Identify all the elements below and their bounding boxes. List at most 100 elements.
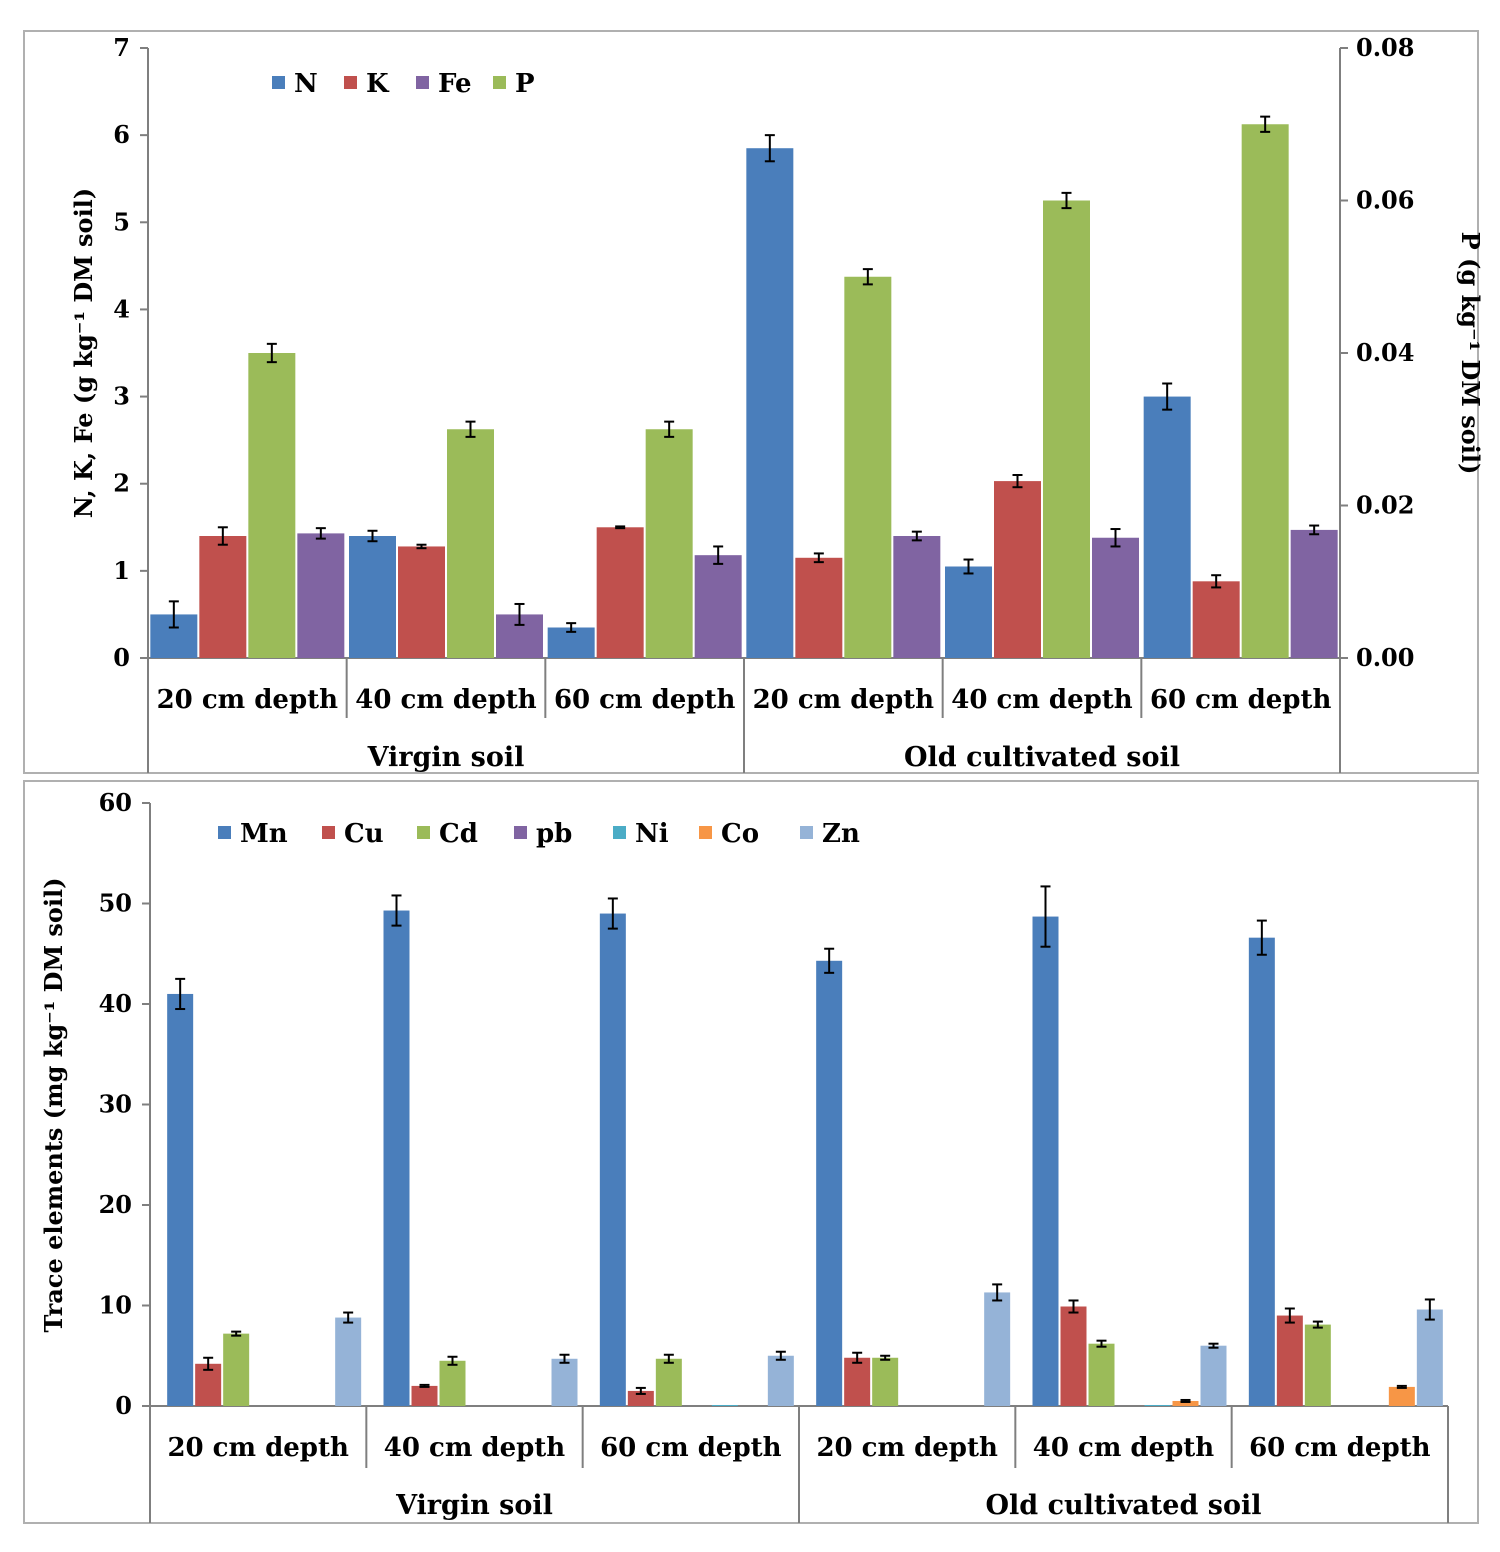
top-chart: 0 1 2 3 4 5 6 7 0.00 0.02 0.04 0.06 0.08 20 cm depth 4… [69, 33, 1485, 773]
bar-P [447, 429, 494, 658]
legend-swatch-P [493, 76, 506, 89]
legend-label-Fe: Fe [438, 69, 472, 99]
legend-swatch-Cd [417, 826, 430, 839]
bar-K [398, 546, 445, 658]
y-right-tick-label: 0.02 [1356, 491, 1414, 520]
bar-Zn [767, 1355, 794, 1406]
bar-Co [1388, 1386, 1415, 1406]
bar-Mn [1248, 937, 1275, 1406]
legend-label-K: K [366, 69, 390, 99]
legend-swatch-Ni [613, 826, 626, 839]
panel-top-frame [23, 30, 1479, 774]
bar-Cu [1060, 1306, 1087, 1406]
x-category-label: 20 cm depth [167, 1433, 349, 1463]
bar-Fe [893, 536, 941, 658]
panel-bottom-frame [23, 780, 1479, 1524]
bottom-chart: 0 10 20 30 40 50 60 20 cm depth 40 cm depth 60 cm… [39, 788, 1449, 1523]
x-category-label: 40 cm depth [951, 685, 1133, 715]
bar-Mn [816, 960, 843, 1406]
x-category-label: 20 cm depth [157, 685, 339, 715]
x-category-label: 20 cm depth [753, 685, 935, 715]
bar-Cd [872, 1357, 899, 1406]
legend-label-Zn: Zn [822, 819, 860, 849]
bar-Cd [1088, 1343, 1115, 1406]
legend-label-N: N [294, 69, 318, 99]
x-group-label: Virgin soil [367, 742, 525, 773]
bar-Mn [383, 910, 410, 1406]
bar-N [1143, 396, 1191, 658]
legend-label-Cu: Cu [344, 819, 384, 849]
bar-K [795, 557, 843, 658]
bar-Zn [1416, 1309, 1443, 1406]
x-category-label: 20 cm depth [816, 1433, 998, 1463]
y-left-tick-label: 5 [113, 207, 130, 236]
y-left-tick-label: 2 [113, 469, 130, 498]
y-axis-right-title: P (g kg⁻¹ DM soil) [1456, 232, 1485, 475]
y-right-tick-label: 0.00 [1356, 643, 1414, 672]
legend-swatch-N [272, 76, 285, 89]
x-group-label: Old cultivated soil [986, 1490, 1262, 1521]
y-tick-label: 10 [99, 1291, 132, 1320]
legend-swatch-Zn [800, 826, 813, 839]
x-category-label: 40 cm depth [384, 1433, 566, 1463]
y-left-tick-label: 3 [113, 382, 130, 411]
x-category-label: 40 cm depth [1033, 1433, 1215, 1463]
y-tick-label: 20 [99, 1190, 132, 1219]
y-left-tick-label: 6 [113, 120, 130, 149]
bar-Cd [1304, 1324, 1331, 1406]
bar-K [199, 536, 247, 658]
bar-Ni [711, 1404, 738, 1406]
bar-Fe [1092, 537, 1139, 658]
bar-Zn [551, 1358, 578, 1406]
bar-K [1192, 581, 1240, 658]
bar-P [844, 276, 892, 658]
bar-Mn [599, 913, 626, 1406]
x-category-label: 60 cm depth [1150, 685, 1332, 715]
legend-swatch-pb [514, 826, 527, 839]
bar-Cu [195, 1363, 222, 1406]
legend-label-pb: pb [536, 819, 572, 849]
y-left-tick-label: 0 [113, 643, 130, 672]
bar-P [248, 353, 296, 658]
bar-Cd [655, 1358, 682, 1406]
bar-Mn [1032, 916, 1059, 1406]
x-category-label: 60 cm depth [600, 1433, 782, 1463]
legend-swatch-Fe [416, 76, 429, 89]
y-right-tick-label: 0.06 [1356, 186, 1414, 215]
x-group-label: Old cultivated soil [904, 742, 1180, 773]
bar-P [1241, 124, 1289, 658]
bar-Cu [411, 1385, 438, 1406]
legend-swatch-Cu [322, 826, 335, 839]
legend-swatch-K [344, 76, 357, 89]
y-tick-label: 60 [99, 788, 132, 817]
y-right-tick-label: 0.04 [1356, 338, 1414, 367]
y-axis-title: Trace elements (mg kg⁻¹ DM soil) [39, 878, 68, 1333]
y-left-tick-label: 4 [113, 294, 130, 323]
x-category-label: 60 cm depth [554, 685, 736, 715]
bar-Co [1172, 1400, 1199, 1406]
bar-Zn [1200, 1345, 1227, 1406]
y-tick-label: 40 [99, 989, 132, 1018]
y-left-tick-label: 1 [113, 556, 130, 585]
bar-Cu [1276, 1315, 1303, 1406]
bar-Fe [694, 555, 742, 658]
y-tick-label: 0 [115, 1391, 132, 1420]
bar-N [945, 566, 992, 658]
bar-P [645, 429, 693, 658]
bar-Cd [439, 1360, 466, 1406]
legend-label-Mn: Mn [240, 819, 288, 849]
bar-N [746, 148, 794, 658]
bar-P [1043, 200, 1090, 658]
legend-label-Cd: Cd [439, 819, 478, 849]
bar-Cu [627, 1390, 654, 1406]
bar-Mn [167, 993, 194, 1406]
x-category-label: 40 cm depth [355, 685, 537, 715]
bar-Zn [335, 1317, 362, 1406]
legend-label-Ni: Ni [635, 819, 669, 849]
legend-label-Co: Co [721, 819, 759, 849]
bar-Fe [297, 533, 345, 658]
bar-K [994, 481, 1041, 658]
bar-Ni [1144, 1404, 1171, 1406]
y-tick-label: 50 [99, 889, 132, 918]
